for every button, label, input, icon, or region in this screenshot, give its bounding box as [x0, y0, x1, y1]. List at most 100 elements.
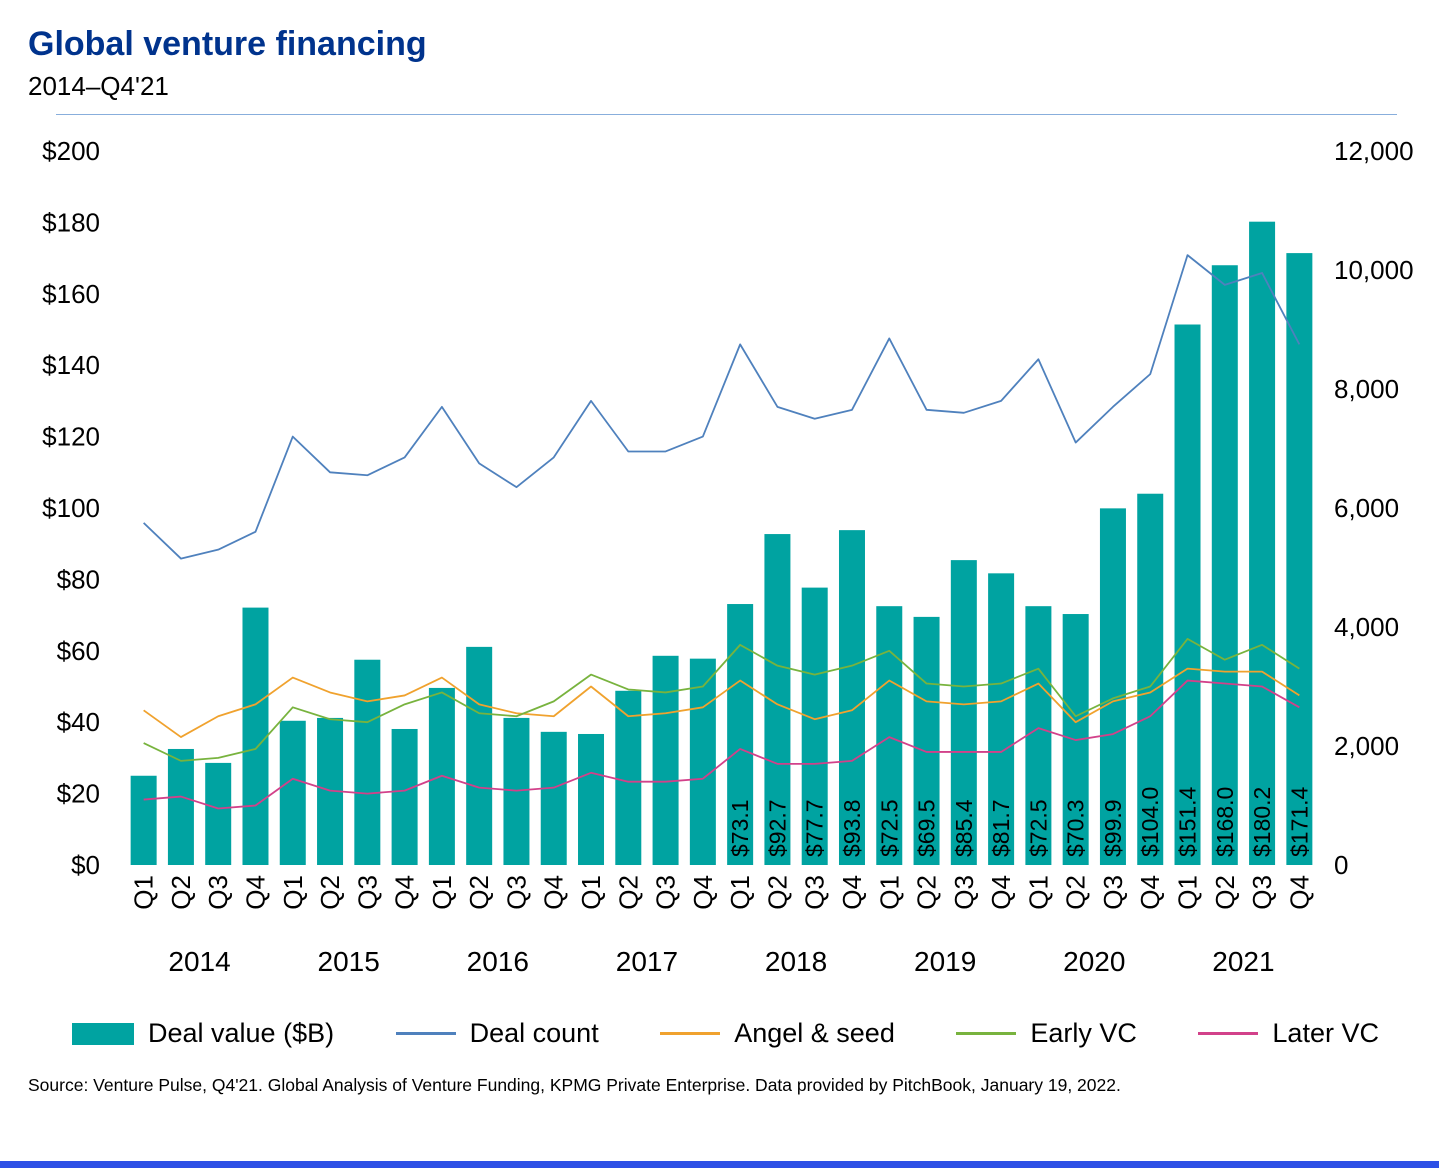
bar-value-label: $168.0	[1212, 787, 1238, 857]
right-axis-tick: 10,000	[1334, 255, 1414, 285]
legend-swatch-later-vc	[1198, 1032, 1259, 1036]
bar-value-label: $104.0	[1137, 787, 1163, 857]
legend-item-deal-value: Deal value ($B)	[72, 1018, 334, 1049]
left-axis-tick: $80	[57, 565, 100, 595]
x-axis-quarter-label: Q1	[427, 875, 457, 910]
x-axis-year-label: 2019	[914, 946, 976, 977]
deal-value-bar	[205, 763, 232, 866]
legend-label-angel-seed: Angel & seed	[734, 1018, 895, 1049]
left-axis-tick: $160	[42, 279, 100, 309]
deal-value-bar	[950, 560, 977, 866]
x-axis-quarter-label: Q1	[725, 875, 755, 910]
legend-swatch-angel-seed	[660, 1032, 721, 1036]
x-axis-year-label: 2020	[1063, 946, 1125, 977]
legend: Deal value ($B) Deal count Angel & seed …	[0, 1018, 1439, 1049]
left-axis-tick: $180	[42, 208, 100, 238]
page-title: Global venture financing	[28, 25, 427, 63]
x-axis-quarter-label: Q4	[688, 875, 718, 910]
early-vc-line	[143, 638, 1300, 763]
deal-value-bar	[1286, 253, 1313, 866]
bar-value-label: $72.5	[1025, 800, 1051, 858]
bar-value-label: $69.5	[914, 800, 940, 858]
x-axis-quarter-label: Q3	[352, 875, 382, 910]
deal-value-bar	[838, 530, 865, 866]
bar-value-label: $85.4	[951, 800, 977, 858]
x-axis-quarter-label: Q4	[539, 875, 569, 910]
deal-value-bar	[1211, 265, 1238, 866]
deal-value-bar	[578, 734, 605, 866]
left-axis-tick: $120	[42, 422, 100, 452]
legend-item-early-vc: Early VC	[956, 1018, 1137, 1049]
bar-value-label: $93.8	[839, 800, 865, 858]
deal-value-bar	[652, 656, 679, 866]
chart-area: $0 $20 $40 $60 $80 $100 $120 $140 $160 $180 $200 0 2…	[0, 119, 1439, 1004]
deal-value-bar	[689, 659, 716, 866]
x-axis-quarter-label: Q3	[1247, 875, 1277, 910]
x-axis-quarter-label: Q1	[1173, 875, 1203, 910]
deal-value-bar	[727, 604, 754, 866]
legend-label-deal-count: Deal count	[469, 1018, 599, 1049]
x-axis-quarter-label: Q1	[1023, 875, 1053, 910]
x-axis-quarter-label: Q2	[1061, 875, 1091, 910]
x-axis-quarter-label: Q4	[390, 875, 420, 910]
deal-value-bar	[876, 606, 903, 866]
x-axis-quarter-label: Q4	[986, 875, 1016, 910]
legend-label-early-vc: Early VC	[1030, 1018, 1137, 1049]
bar-value-label: $72.5	[876, 800, 902, 858]
x-axis-quarter-label: Q2	[762, 875, 792, 910]
x-axis-quarter-label: Q1	[129, 875, 159, 910]
x-axis-quarter-label: Q2	[912, 875, 942, 910]
left-axis-tick: $0	[71, 850, 100, 880]
x-axis-year-label: 2017	[616, 946, 678, 977]
x-axis-quarter-label: Q2	[613, 875, 643, 910]
deal-value-bar	[466, 647, 493, 866]
deal-value-bar	[279, 721, 306, 866]
bar-value-label: $81.7	[988, 800, 1014, 858]
left-axis-tick: $20	[57, 779, 100, 809]
deal-value-bar	[1025, 606, 1052, 866]
bar-value-label: $151.4	[1175, 787, 1201, 858]
x-axis-quarter-label: Q2	[166, 875, 196, 910]
right-axis-tick: 6,000	[1334, 493, 1399, 523]
source-note: Source: Venture Pulse, Q4'21. Global Ana…	[28, 1075, 1121, 1096]
left-axis-tick: $40	[57, 708, 100, 738]
angel-seed-line	[143, 668, 1300, 739]
deal-value-bar	[988, 573, 1015, 866]
deal-value-bar	[1174, 324, 1201, 866]
x-axis-quarter-label: Q2	[464, 875, 494, 910]
x-axis-year-label: 2014	[168, 946, 230, 977]
x-axis-year-label: 2015	[318, 946, 380, 977]
x-axis-quarter-label: Q3	[800, 875, 830, 910]
deal-value-bar	[801, 588, 828, 866]
x-axis-year-label: 2021	[1212, 946, 1274, 977]
footer-accent-bar	[0, 1161, 1439, 1168]
x-axis-quarter-label: Q3	[651, 875, 681, 910]
legend-label-later-vc: Later VC	[1272, 1018, 1379, 1049]
x-axis-quarter-label: Q4	[1135, 875, 1165, 910]
right-axis-tick: 12,000	[1334, 136, 1414, 166]
deal-value-bar	[242, 607, 269, 866]
deal-value-bar	[1249, 222, 1276, 866]
deal-value-bar	[167, 749, 194, 866]
deal-value-bar	[913, 617, 940, 866]
x-axis-year-label: 2016	[467, 946, 529, 977]
x-axis-quarter-label: Q2	[315, 875, 345, 910]
header-divider	[56, 114, 1397, 116]
deal-value-bar	[391, 729, 418, 866]
legend-label-deal-value: Deal value ($B)	[148, 1018, 335, 1049]
bar-value-label: $180.2	[1249, 787, 1275, 857]
legend-swatch-deal-value	[72, 1022, 134, 1045]
bar-value-label: $92.7	[764, 800, 790, 858]
right-axis-tick: 0	[1334, 850, 1348, 880]
x-axis-quarter-label: Q2	[1210, 875, 1240, 910]
left-axis-tick: $100	[42, 493, 100, 523]
bar-value-label: $77.7	[802, 800, 828, 858]
bar-value-label: $171.4	[1286, 787, 1312, 858]
deal-value-bar	[1099, 508, 1126, 866]
x-axis-quarter-label: Q4	[837, 875, 867, 910]
deal-value-bar	[130, 776, 157, 866]
x-axis-quarter-label: Q1	[874, 875, 904, 910]
left-axis-tick: $60	[57, 636, 100, 666]
deal-value-bar	[615, 691, 642, 866]
x-axis-quarter-label: Q4	[1284, 875, 1314, 910]
